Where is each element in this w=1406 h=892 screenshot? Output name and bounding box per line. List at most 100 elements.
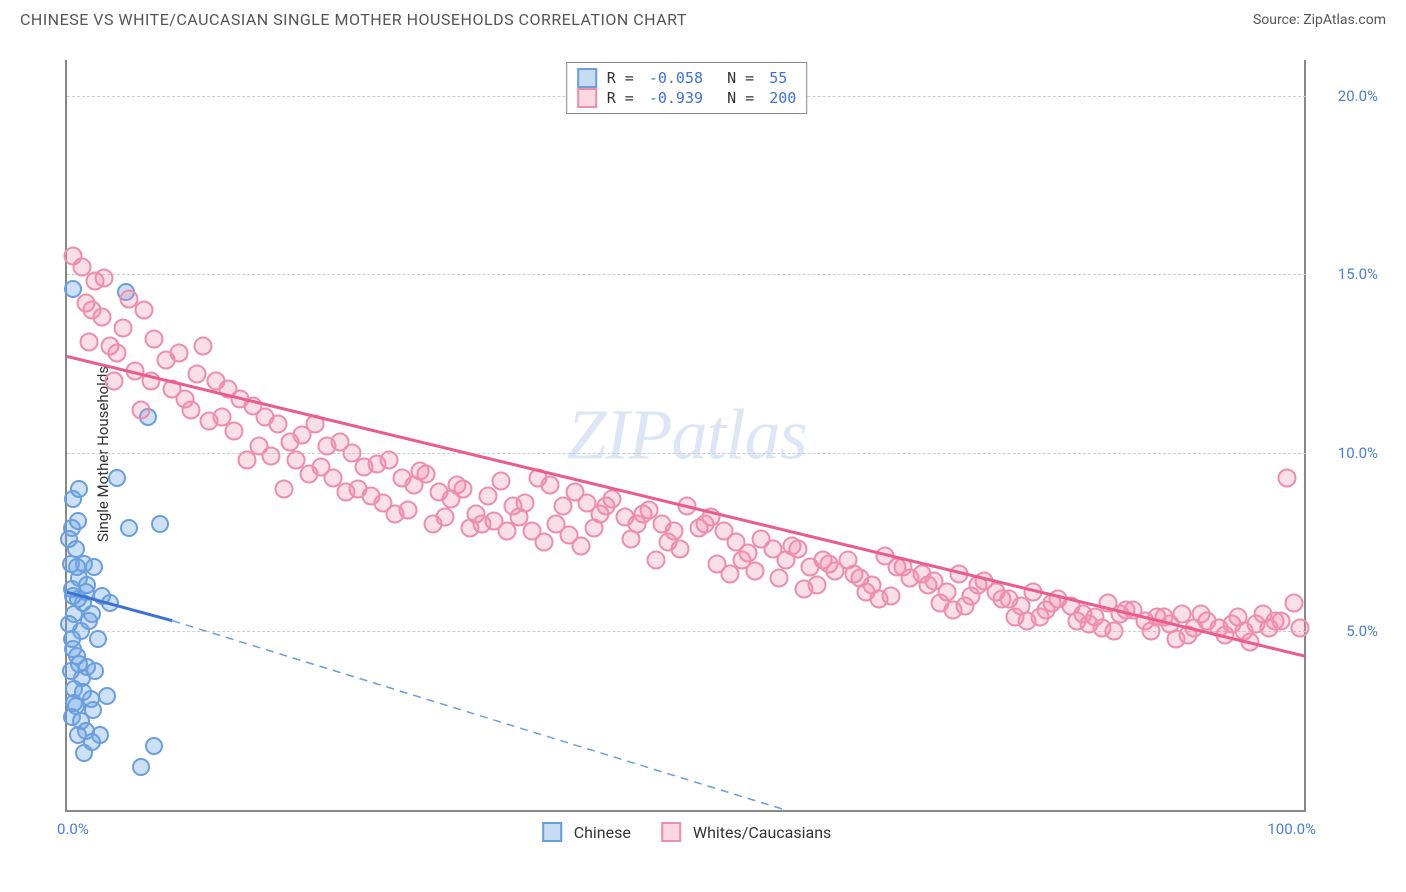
data-point	[108, 469, 126, 487]
n-value: 200	[769, 89, 796, 107]
data-point	[448, 476, 467, 495]
n-value: 55	[769, 69, 787, 87]
data-point	[95, 268, 114, 287]
data-point	[274, 479, 293, 498]
data-point	[194, 336, 213, 355]
data-point	[89, 630, 107, 648]
r-label: R =	[607, 69, 643, 87]
data-point	[1166, 629, 1185, 648]
data-point	[770, 568, 789, 587]
data-point	[869, 590, 888, 609]
data-point	[993, 590, 1012, 609]
data-point	[380, 451, 399, 470]
data-point	[671, 540, 690, 559]
data-point	[646, 551, 665, 570]
data-point	[894, 558, 913, 577]
data-point	[237, 451, 256, 470]
data-point	[132, 758, 150, 776]
x-tick-min: 0.0%	[57, 820, 89, 838]
data-point	[70, 480, 88, 498]
data-point	[596, 497, 615, 516]
r-value: -0.939	[649, 89, 703, 107]
data-point	[82, 301, 101, 320]
data-point	[720, 565, 739, 584]
trend-lines	[67, 60, 1306, 810]
plot-box: ZIPatlas R = -0.058 N = 55 R = -0.939 N …	[65, 60, 1306, 812]
data-point	[1018, 611, 1037, 630]
data-point	[84, 701, 102, 719]
data-point	[386, 504, 405, 523]
data-point	[696, 515, 715, 534]
data-point	[98, 687, 116, 705]
data-point	[107, 343, 126, 362]
data-point	[1278, 468, 1297, 487]
data-point	[188, 365, 207, 384]
legend-stat-row: R = -0.058 N = 55	[577, 68, 797, 88]
data-point	[943, 601, 962, 620]
data-point	[200, 411, 219, 430]
data-point	[78, 576, 96, 594]
data-point	[1043, 593, 1062, 612]
data-point	[584, 518, 603, 537]
data-point	[677, 497, 696, 516]
data-point	[1117, 601, 1136, 620]
data-point	[105, 372, 124, 391]
y-tick-label: 15.0%	[1318, 265, 1378, 283]
data-point	[64, 640, 82, 658]
data-point	[305, 415, 324, 434]
n-label: N =	[709, 89, 763, 107]
data-point	[134, 301, 153, 320]
data-point	[86, 662, 104, 680]
data-point	[1241, 633, 1260, 652]
data-point	[819, 554, 838, 573]
data-point	[795, 579, 814, 598]
data-point	[1228, 608, 1247, 627]
data-point	[423, 515, 442, 534]
data-point	[1191, 604, 1210, 623]
chart-area: Single Mother Households ZIPatlas R = -0…	[20, 45, 1386, 862]
data-point	[572, 536, 591, 555]
gridline	[67, 274, 1306, 275]
data-point	[919, 576, 938, 595]
data-point	[225, 422, 244, 441]
data-point	[142, 372, 161, 391]
legend-label: Whites/Caucasians	[693, 823, 831, 842]
data-point	[80, 612, 98, 630]
data-point	[460, 518, 479, 537]
data-point	[1216, 626, 1235, 645]
legend-item-chinese: Chinese	[542, 822, 631, 842]
data-point	[411, 461, 430, 480]
data-point	[151, 515, 169, 533]
data-point	[535, 533, 554, 552]
data-point	[268, 415, 287, 434]
data-point	[349, 479, 368, 498]
data-point	[144, 329, 163, 348]
legend-series: Chinese Whites/Caucasians	[542, 822, 832, 842]
data-point	[497, 522, 516, 541]
data-point	[1266, 611, 1285, 630]
data-point	[1024, 583, 1043, 602]
legend-stat-row: R = -0.939 N = 200	[577, 88, 797, 108]
watermark: ZIPatlas	[566, 394, 806, 477]
data-point	[950, 565, 969, 584]
data-point	[60, 615, 78, 633]
data-point	[69, 512, 87, 530]
data-point	[120, 519, 138, 537]
n-label: N =	[709, 69, 763, 87]
data-point	[75, 744, 93, 762]
data-point	[74, 683, 92, 701]
r-label: R =	[607, 89, 643, 107]
y-tick-label: 5.0%	[1318, 622, 1378, 640]
chart-title: CHINESE VS WHITE/CAUCASIAN SINGLE MOTHER…	[20, 10, 687, 29]
r-value: -0.058	[649, 69, 703, 87]
legend-label: Chinese	[574, 823, 631, 842]
data-point	[844, 565, 863, 584]
data-point	[80, 333, 99, 352]
data-point	[68, 558, 86, 576]
legend-item-whites: Whites/Caucasians	[661, 822, 831, 842]
data-point	[968, 576, 987, 595]
x-tick-max: 100.0%	[1267, 820, 1316, 838]
data-point	[262, 447, 281, 466]
data-point	[782, 536, 801, 555]
data-point	[1092, 618, 1111, 637]
